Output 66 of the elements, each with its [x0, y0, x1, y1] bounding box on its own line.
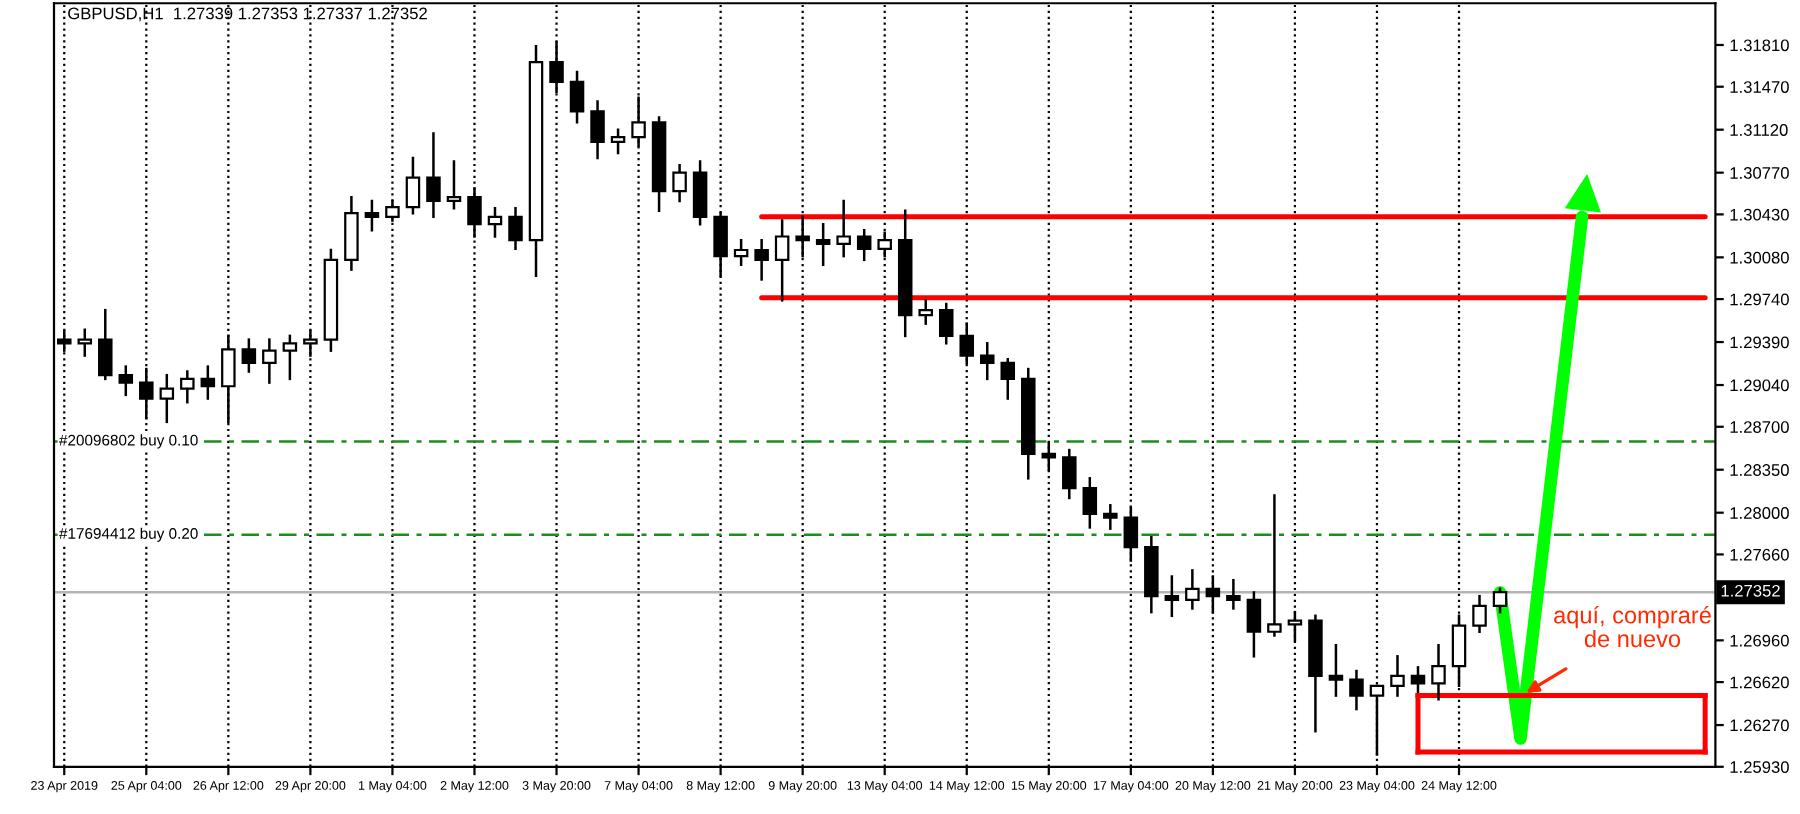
candlestick — [1103, 504, 1118, 530]
ref-line-label: 1.27352 — [1721, 584, 1780, 597]
candlestick — [344, 195, 359, 271]
candlestick — [590, 100, 605, 160]
candlestick — [1410, 666, 1426, 694]
candlestick — [938, 302, 954, 345]
candlestick — [487, 207, 503, 238]
candlestick — [1328, 644, 1344, 697]
y-tick-label: 1.30430 — [1730, 208, 1789, 221]
candlestick — [979, 342, 995, 381]
candlestick — [1472, 594, 1487, 634]
candlestick — [241, 338, 257, 373]
candlestick — [1185, 569, 1200, 610]
candlestick — [1349, 669, 1364, 711]
y-tick-label: 1.30080 — [1730, 251, 1789, 264]
candlestick — [426, 132, 441, 219]
candlestick — [405, 156, 421, 215]
annotation: aquí, compraré de nuevo — [1554, 605, 1711, 648]
candlestick — [159, 373, 175, 424]
y-tick-label: 1.27660 — [1730, 548, 1789, 561]
candlestick — [692, 160, 708, 226]
candlestick — [754, 238, 769, 281]
y-tick-label: 1.31470 — [1730, 81, 1789, 93]
y-tick-label: 1.26620 — [1730, 676, 1789, 689]
y-tick-label: 1.25930 — [1730, 761, 1789, 773]
candlestick — [1082, 477, 1098, 529]
candlestick — [282, 334, 298, 381]
y-tick-label: 1.29390 — [1730, 336, 1789, 349]
candlestick — [262, 338, 277, 384]
y-tick-label: 1.31120 — [1730, 124, 1788, 136]
candlestick — [836, 199, 851, 258]
candlestick — [1062, 448, 1077, 500]
y-tick-label: 1.29740 — [1730, 293, 1789, 306]
candlestick — [1226, 578, 1241, 610]
candlestick — [1492, 587, 1508, 614]
y-tick-label: 1.29040 — [1730, 379, 1789, 392]
y-tick-label: 1.31810 — [1730, 39, 1789, 52]
candlestick — [446, 160, 462, 210]
candlestick — [118, 365, 134, 397]
candlestick — [1164, 575, 1180, 618]
candlestick — [77, 328, 93, 357]
candlestick — [672, 164, 687, 203]
candlestick — [180, 370, 195, 404]
candlestick — [856, 229, 872, 262]
candlestick — [1000, 357, 1016, 400]
chart-title: GBPUSD,H1 1.27339 1.27353 1.27337 1.27352 — [68, 7, 427, 22]
y-tick-label: 1.26960 — [1730, 634, 1789, 647]
y-tick-label: 1.28350 — [1730, 464, 1789, 476]
candlestick — [1390, 655, 1405, 697]
y-tick-label: 1.26270 — [1730, 719, 1789, 732]
candlestick — [1267, 494, 1282, 637]
candlestick — [815, 222, 831, 266]
candlestick — [610, 128, 626, 155]
candlestick — [774, 219, 790, 302]
candlestick — [569, 70, 585, 124]
candlestick — [98, 308, 113, 381]
candlestick — [1246, 591, 1262, 658]
candlestick — [1431, 644, 1446, 701]
candlestick — [364, 199, 380, 232]
y-tick-label: 1.28000 — [1730, 507, 1789, 519]
y-tick-label: 1.28700 — [1730, 421, 1789, 433]
y-tick-label: 1.30770 — [1730, 167, 1789, 179]
candlestick — [733, 238, 749, 266]
candlestick — [918, 299, 933, 325]
candlestick — [200, 365, 216, 400]
candlestick — [508, 207, 523, 251]
